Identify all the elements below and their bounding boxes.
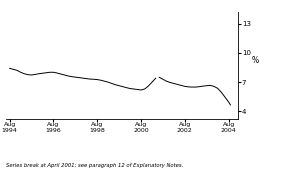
Text: Series break at April 2001; see paragraph 12 of Explanatory Notes.: Series break at April 2001; see paragrap…	[6, 163, 183, 168]
Y-axis label: %: %	[252, 56, 259, 65]
